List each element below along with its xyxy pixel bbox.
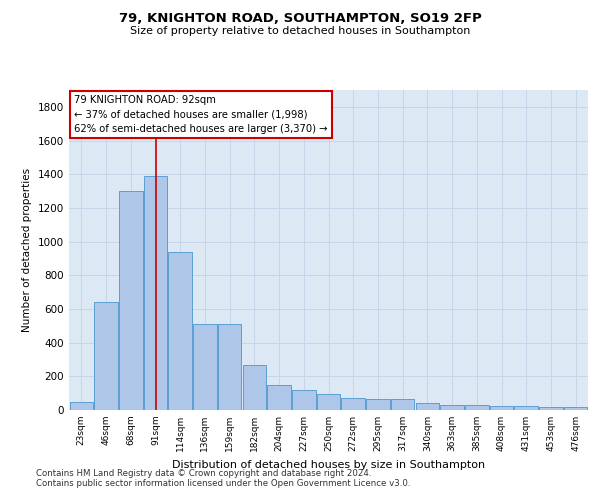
X-axis label: Distribution of detached houses by size in Southampton: Distribution of detached houses by size … (172, 460, 485, 469)
Bar (416, 404, 439, 410)
Bar (391, 399, 415, 410)
Text: 79, KNIGHTON ROAD, SOUTHAMPTON, SO19 2FP: 79, KNIGHTON ROAD, SOUTHAMPTON, SO19 2FP (119, 12, 481, 26)
Bar (440, 405, 464, 410)
Bar (144, 176, 167, 410)
Bar (539, 406, 563, 410)
Bar (94, 302, 118, 410)
Bar (317, 394, 340, 410)
Bar (465, 405, 488, 410)
Bar (169, 252, 192, 410)
Bar (366, 399, 389, 410)
Bar (70, 402, 93, 410)
Bar (564, 406, 587, 410)
Bar (242, 364, 266, 410)
Bar (218, 324, 241, 410)
Bar (193, 324, 217, 410)
Y-axis label: Number of detached properties: Number of detached properties (22, 168, 32, 332)
Bar (341, 398, 365, 410)
Bar (268, 384, 291, 410)
Bar (514, 406, 538, 410)
Text: Contains public sector information licensed under the Open Government Licence v3: Contains public sector information licen… (36, 479, 410, 488)
Text: Contains HM Land Registry data © Crown copyright and database right 2024.: Contains HM Land Registry data © Crown c… (36, 469, 371, 478)
Bar (119, 191, 143, 410)
Text: Size of property relative to detached houses in Southampton: Size of property relative to detached ho… (130, 26, 470, 36)
Bar (490, 406, 513, 410)
Bar (292, 390, 316, 410)
Text: 79 KNIGHTON ROAD: 92sqm
← 37% of detached houses are smaller (1,998)
62% of semi: 79 KNIGHTON ROAD: 92sqm ← 37% of detache… (74, 95, 328, 134)
